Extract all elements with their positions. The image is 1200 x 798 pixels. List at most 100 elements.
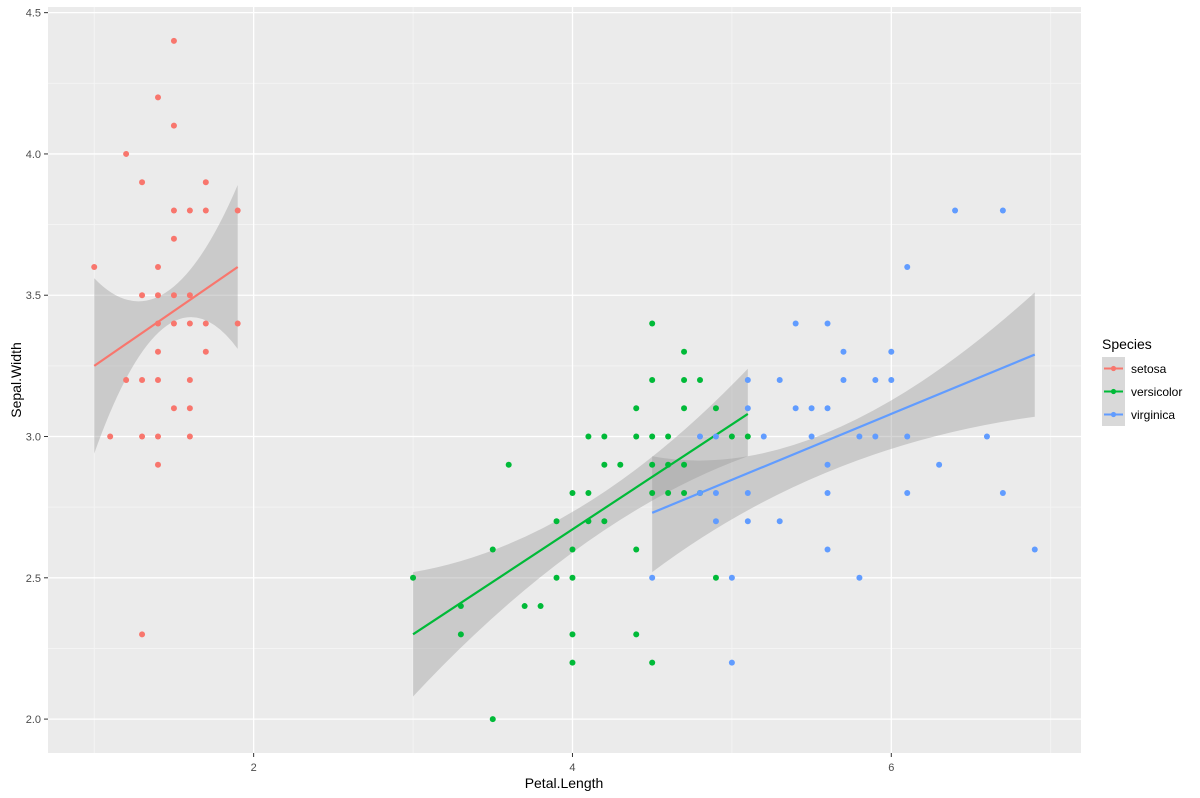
data-point-versicolor [681,405,688,412]
data-point-versicolor [569,659,576,666]
legend-label-virginica: virginica [1131,408,1175,422]
y-tick-label: 2.5 [26,573,41,585]
data-point-virginica [840,377,847,383]
data-point-versicolor [521,603,528,610]
data-point-versicolor [665,461,672,468]
data-point-virginica [824,461,831,468]
data-point-virginica [904,263,911,270]
data-points [91,37,1038,723]
data-point-virginica [999,207,1006,214]
data-point-versicolor [457,631,464,638]
plot-panel [48,7,1081,753]
data-point-virginica [712,518,719,525]
data-point-virginica [888,348,895,355]
data-point-versicolor [633,631,640,638]
data-point-versicolor [649,377,656,383]
data-point-setosa [170,235,177,242]
legend: Species setosa versicolor virginica [1102,336,1182,426]
data-point-virginica [872,433,879,440]
data-point-versicolor [537,603,544,610]
y-tick-label: 2.0 [26,714,41,726]
x-tick-label: 2 [251,762,257,774]
data-point-setosa [202,179,209,186]
data-point-setosa [170,122,177,129]
data-point-setosa [186,433,193,440]
data-point-setosa [107,433,114,440]
data-point-versicolor [601,461,608,468]
y-tick-label: 4.0 [26,149,41,161]
regression-line-versicolor [412,412,749,636]
data-point-versicolor [633,546,640,553]
data-point-versicolor [665,490,672,497]
data-point-setosa [154,94,161,101]
y-axis-title: Sepal.Width [8,342,24,417]
data-point-setosa [202,207,209,214]
data-point-versicolor [649,433,656,440]
regression-line-virginica [651,353,1036,514]
data-point-setosa [139,631,146,638]
data-point-versicolor [489,716,496,723]
data-point-setosa [170,207,177,214]
data-point-virginica [776,377,783,383]
data-point-versicolor [681,348,688,355]
regression-lines [93,266,1036,636]
data-point-virginica [999,490,1006,497]
data-point-virginica [649,574,656,581]
data-point-versicolor [585,518,592,525]
data-point-virginica [888,377,895,383]
major-gridlines [48,7,1081,753]
data-point-versicolor [649,659,656,666]
data-point-virginica [744,518,751,525]
data-point-virginica [744,377,751,383]
data-point-setosa [234,320,241,327]
data-point-setosa [170,37,177,44]
data-point-versicolor [569,546,576,553]
data-point-virginica [824,546,831,553]
data-point-versicolor [681,461,688,468]
data-point-setosa [186,292,193,299]
data-point-setosa [154,263,161,270]
data-point-versicolor [617,461,624,468]
data-point-virginica [856,574,863,581]
data-point-versicolor [569,574,576,581]
data-point-virginica [760,433,767,440]
confidence-band-setosa [94,185,238,454]
data-point-versicolor [601,433,608,440]
data-point-virginica [728,574,735,581]
data-point-setosa [154,320,161,327]
data-point-virginica [712,490,719,497]
legend-point-versicolor [1110,388,1117,395]
data-point-versicolor [744,433,751,440]
data-point-versicolor [681,490,688,497]
data-point-setosa [123,150,130,157]
data-point-versicolor [665,433,672,440]
data-point-versicolor [728,433,735,440]
data-point-setosa [186,320,193,327]
data-point-setosa [154,377,161,383]
data-point-versicolor [681,377,688,383]
data-point-versicolor [649,461,656,468]
data-point-virginica [983,433,990,440]
data-point-setosa [154,292,161,299]
data-point-versicolor [489,546,496,553]
data-point-virginica [808,433,815,440]
data-point-versicolor [649,320,656,327]
data-point-setosa [186,207,193,214]
data-point-virginica [952,207,959,214]
data-point-versicolor [569,631,576,638]
data-point-setosa [170,320,177,327]
data-point-setosa [154,348,161,355]
data-point-virginica [792,405,799,412]
data-point-setosa [139,292,146,299]
data-point-versicolor [410,574,417,581]
data-point-versicolor [712,405,719,412]
confidence-bands [94,185,1035,697]
legend-label-setosa: setosa [1131,362,1167,376]
y-tick-label: 3.5 [26,290,41,302]
data-point-setosa [139,179,146,186]
data-point-virginica [808,405,815,412]
data-point-virginica [824,320,831,327]
data-point-versicolor [505,461,512,468]
data-point-versicolor [569,490,576,497]
